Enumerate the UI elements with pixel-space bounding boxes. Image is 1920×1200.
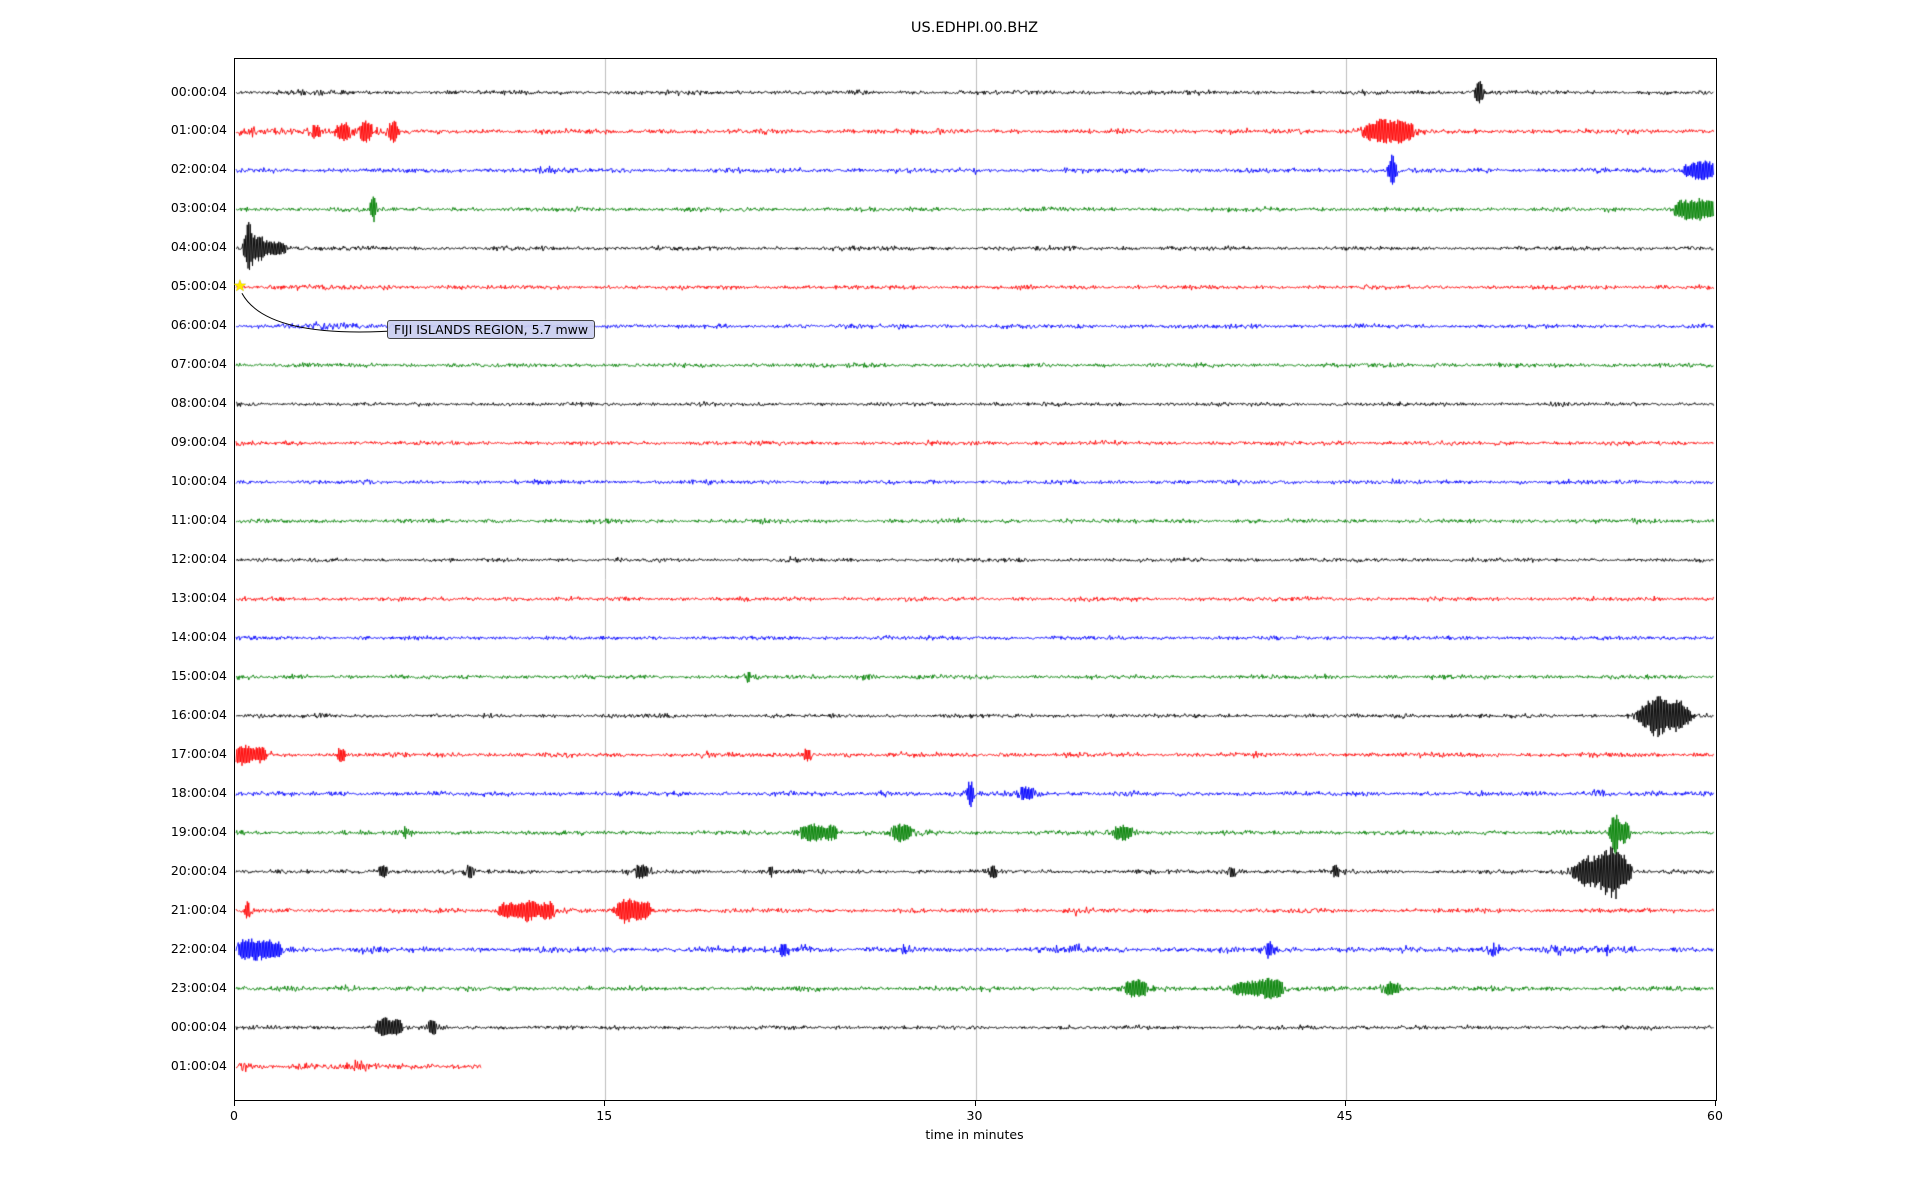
y-axis-row-label: 10:00:04 — [170, 473, 227, 489]
y-axis-row-label: 04:00:04 — [170, 239, 227, 255]
y-axis-row-label: 21:00:04 — [170, 901, 227, 917]
x-axis-tick-label: 15 — [596, 1108, 613, 1123]
plot-area — [234, 58, 1717, 1101]
x-axis-tick-label: 45 — [1336, 1108, 1353, 1123]
x-axis-tickmark — [974, 1101, 976, 1106]
y-axis-row-label: 14:00:04 — [170, 628, 227, 644]
y-axis-row-label: 00:00:04 — [170, 1018, 227, 1034]
y-axis-row-label: 06:00:04 — [170, 317, 227, 333]
x-axis-tick-label: 0 — [230, 1108, 238, 1123]
y-axis-row-label: 23:00:04 — [170, 979, 227, 995]
y-axis-row-label: 01:00:04 — [170, 1057, 227, 1073]
x-axis-tick-label: 30 — [966, 1108, 983, 1123]
x-axis-tick-label: 60 — [1707, 1108, 1723, 1123]
x-axis-tickmark — [234, 1101, 235, 1106]
y-axis-row-label: 18:00:04 — [170, 784, 227, 800]
event-annotation-label: FIJI ISLANDS REGION, 5.7 mww — [387, 320, 596, 340]
y-axis-row-label: 17:00:04 — [170, 745, 227, 761]
x-axis-tickmark — [1344, 1101, 1346, 1106]
seismogram-canvas — [235, 59, 1716, 1100]
y-axis-row-label: 16:00:04 — [170, 706, 227, 722]
y-axis-row-label: 05:00:04 — [170, 278, 227, 294]
y-axis-row-label: 12:00:04 — [170, 551, 227, 567]
y-axis-row-label: 02:00:04 — [170, 161, 227, 177]
y-axis-row-label: 15:00:04 — [170, 667, 227, 683]
x-axis-tickmark — [604, 1101, 606, 1106]
y-axis-row-label: 00:00:04 — [170, 83, 227, 99]
event-marker-star-icon: ★ — [232, 276, 248, 296]
y-axis-row-label: 09:00:04 — [170, 434, 227, 450]
chart-title: US.EDHPI.00.BHZ — [910, 20, 1039, 36]
y-axis-row-label: 08:00:04 — [170, 395, 227, 411]
x-axis-tickmark — [1715, 1101, 1716, 1106]
y-axis-row-label: 07:00:04 — [170, 356, 227, 372]
y-axis-row-label: 03:00:04 — [170, 200, 227, 216]
y-axis-row-label: 13:00:04 — [170, 589, 227, 605]
y-axis-row-label: 01:00:04 — [170, 122, 227, 138]
y-axis-row-label: 19:00:04 — [170, 823, 227, 839]
y-axis-row-label: 11:00:04 — [170, 512, 227, 528]
y-axis-row-label: 20:00:04 — [170, 862, 227, 878]
y-axis-row-label: 22:00:04 — [170, 940, 227, 956]
x-axis-label: time in minutes — [925, 1127, 1024, 1142]
